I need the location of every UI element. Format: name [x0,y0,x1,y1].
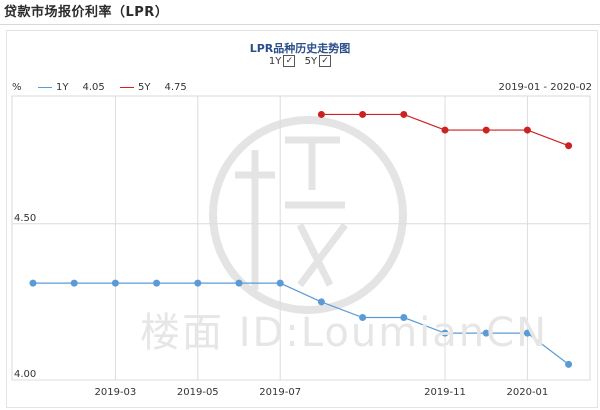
heading-divider [0,24,600,25]
data-point-1y [523,329,531,337]
x-tick-label: 2019-05 [177,387,219,398]
data-point-1y [235,279,243,287]
legend-value-1y: 4.05 [82,82,105,93]
legend-entry-5y: 5Y 4.75 [120,82,187,93]
data-point-5y [400,110,408,118]
toggle-1y[interactable]: 1Y ✓ [268,55,296,67]
chart-frame [6,30,598,408]
legend-line-5y [120,87,134,88]
series-toggles: 1Y ✓ 5Y ✓ [0,55,600,67]
data-point-1y [29,279,37,287]
data-point-5y [523,126,531,134]
unit-label: % [12,82,22,93]
date-range: 2019-01 - 2020-02 [498,82,592,93]
legend-line-1y [38,87,52,88]
toggle-1y-label: 1Y [268,55,282,67]
legend-name-5y: 5Y [138,82,151,93]
data-point-1y [276,279,284,287]
y-tick-label: 4.50 [14,213,36,224]
data-point-5y [482,126,490,134]
legend-value-5y: 4.75 [164,82,187,93]
x-tick-label: 2019-11 [424,387,466,398]
toggle-5y-checkbox[interactable]: ✓ [319,55,332,67]
data-point-1y [194,279,202,287]
toggle-1y-checkbox[interactable]: ✓ [283,55,296,67]
watermark-seal [209,116,407,314]
x-tick-label: 2020-01 [507,387,549,398]
data-point-1y [70,279,78,287]
toggle-5y-label: 5Y [304,55,318,67]
legend-name-1y: 1Y [56,82,69,93]
chart-title: LPR品种历史走势图 [249,42,351,55]
data-point-1y [400,314,408,322]
data-point-1y [482,329,490,337]
legend-entry-1y: 1Y 4.05 [38,82,105,93]
x-tick-label: 2019-07 [259,387,301,398]
data-point-1y [441,329,449,337]
series-line-1y [33,282,569,365]
data-point-5y [359,110,367,118]
data-point-1y [153,279,161,287]
y-tick-label: 4.00 [14,369,36,380]
data-point-1y [317,298,325,306]
x-tick-label: 2019-03 [95,387,137,398]
data-point-1y [111,279,119,287]
data-point-1y [565,360,573,368]
data-point-5y [565,142,573,150]
page-heading: 贷款市场报价利率（LPR） [4,5,169,20]
data-point-1y [359,314,367,322]
toggle-5y[interactable]: 5Y ✓ [304,55,332,67]
data-point-5y [317,110,325,118]
data-point-5y [441,126,449,134]
